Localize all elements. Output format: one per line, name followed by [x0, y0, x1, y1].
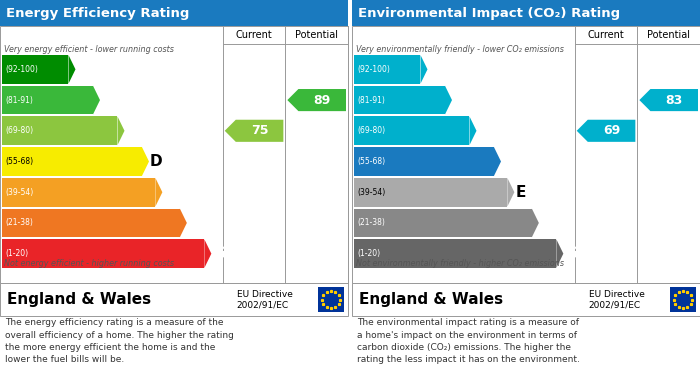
Text: (21-38): (21-38) [357, 219, 385, 228]
Polygon shape [288, 89, 346, 111]
Bar [354, 178, 508, 206]
Bar [2, 117, 118, 145]
Bar [354, 239, 556, 268]
Text: C: C [477, 123, 489, 138]
Polygon shape [508, 178, 514, 206]
Bar [0, 0, 348, 26]
Polygon shape [180, 208, 187, 237]
Bar [354, 117, 470, 145]
Text: (39-54): (39-54) [5, 188, 34, 197]
Text: 83: 83 [666, 93, 682, 107]
Bar [318, 287, 344, 312]
Text: Energy Efficiency Rating: Energy Efficiency Rating [6, 7, 190, 20]
Text: 2002/91/EC: 2002/91/EC [589, 300, 640, 309]
Polygon shape [118, 117, 125, 145]
Polygon shape [577, 120, 636, 142]
Text: Very energy efficient - lower running costs: Very energy efficient - lower running co… [4, 45, 174, 54]
Text: (69-80): (69-80) [5, 126, 33, 135]
Text: 89: 89 [314, 93, 331, 107]
Polygon shape [155, 178, 162, 206]
Bar [354, 86, 445, 115]
Bar [352, 26, 700, 283]
Polygon shape [93, 86, 100, 115]
Text: (39-54): (39-54) [357, 188, 385, 197]
Polygon shape [639, 89, 698, 111]
Text: Not energy efficient - higher running costs: Not energy efficient - higher running co… [4, 259, 174, 268]
Text: D: D [502, 154, 514, 169]
Text: Potential: Potential [295, 30, 338, 40]
Text: (81-91): (81-91) [5, 95, 33, 104]
Bar [352, 0, 700, 26]
Bar [2, 178, 155, 206]
Text: B: B [101, 93, 113, 108]
Bar [2, 147, 142, 176]
Text: (1-20): (1-20) [5, 249, 28, 258]
Bar [354, 55, 421, 84]
Text: (1-20): (1-20) [357, 249, 380, 258]
Bar [354, 208, 532, 237]
Polygon shape [494, 147, 501, 176]
Polygon shape [204, 239, 211, 268]
Text: Current: Current [588, 30, 624, 40]
Polygon shape [532, 208, 539, 237]
Polygon shape [470, 117, 477, 145]
Text: (55-68): (55-68) [5, 157, 33, 166]
Text: F: F [540, 215, 550, 230]
Text: 69: 69 [603, 124, 620, 137]
Bar [2, 208, 180, 237]
Text: (21-38): (21-38) [5, 219, 33, 228]
Text: F: F [188, 215, 198, 230]
Text: The environmental impact rating is a measure of
a home's impact on the environme: The environmental impact rating is a mea… [357, 318, 580, 364]
Text: Environmental Impact (CO₂) Rating: Environmental Impact (CO₂) Rating [358, 7, 620, 20]
Text: Not environmentally friendly - higher CO₂ emissions: Not environmentally friendly - higher CO… [356, 259, 564, 268]
Bar [354, 147, 494, 176]
Text: Current: Current [236, 30, 272, 40]
Text: 2002/91/EC: 2002/91/EC [237, 300, 289, 309]
Text: B: B [453, 93, 465, 108]
Polygon shape [142, 147, 149, 176]
Text: E: E [163, 185, 174, 200]
Text: E: E [515, 185, 526, 200]
Text: A: A [428, 62, 440, 77]
Bar [0, 26, 348, 283]
Text: Very environmentally friendly - lower CO₂ emissions: Very environmentally friendly - lower CO… [356, 45, 564, 54]
Text: EU Directive: EU Directive [589, 290, 645, 299]
Polygon shape [421, 55, 428, 84]
Text: (69-80): (69-80) [357, 126, 385, 135]
Text: D: D [150, 154, 162, 169]
Text: (81-91): (81-91) [357, 95, 385, 104]
Text: A: A [76, 62, 88, 77]
Text: EU Directive: EU Directive [237, 290, 293, 299]
Text: The energy efficiency rating is a measure of the
overall efficiency of a home. T: The energy efficiency rating is a measur… [5, 318, 234, 364]
Text: England & Wales: England & Wales [7, 292, 151, 307]
Bar [2, 239, 204, 268]
Text: G: G [564, 246, 577, 261]
Text: Potential: Potential [648, 30, 690, 40]
Polygon shape [556, 239, 564, 268]
Text: (92-100): (92-100) [357, 65, 390, 74]
Polygon shape [69, 55, 76, 84]
Polygon shape [225, 120, 284, 142]
Bar [2, 55, 69, 84]
Text: G: G [212, 246, 225, 261]
Bar [2, 86, 93, 115]
Bar [670, 287, 696, 312]
Text: 75: 75 [251, 124, 268, 137]
Polygon shape [445, 86, 452, 115]
Bar [0, 283, 348, 316]
Text: C: C [125, 123, 136, 138]
Bar [352, 283, 700, 316]
Text: (55-68): (55-68) [357, 157, 385, 166]
Text: (92-100): (92-100) [5, 65, 38, 74]
Text: England & Wales: England & Wales [359, 292, 503, 307]
